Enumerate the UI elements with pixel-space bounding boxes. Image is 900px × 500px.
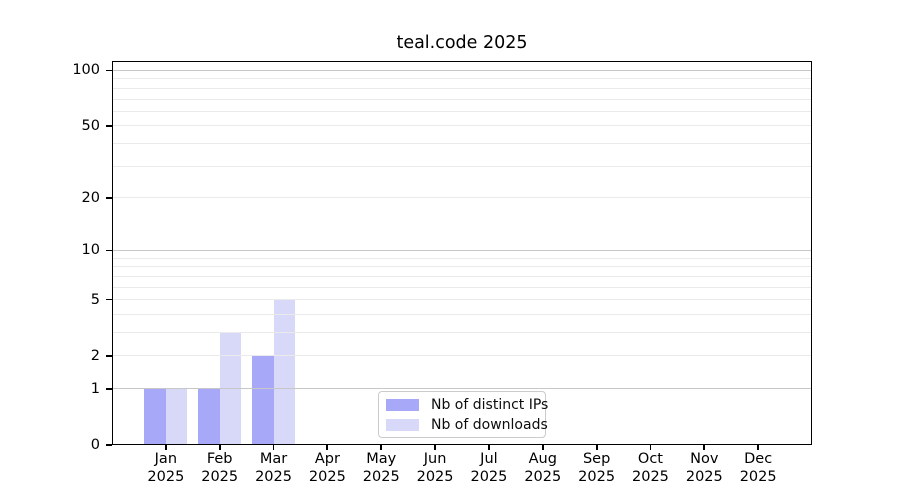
- x-axis-tick-mark: [757, 445, 760, 450]
- minor-gridline: [112, 275, 812, 277]
- minor-gridline: [112, 257, 812, 259]
- x-label-month: Nov: [690, 451, 719, 467]
- y-axis-tick-mark: [106, 354, 112, 357]
- y-axis-tick-mark: [106, 298, 112, 301]
- x-label-year: 2025: [685, 468, 723, 485]
- major-gridline: [112, 249, 812, 251]
- x-label-year: 2025: [255, 468, 292, 485]
- minor-gridline: [112, 197, 812, 199]
- y-axis-tick-label: 1: [90, 380, 100, 397]
- x-label-month: Jun: [423, 451, 447, 467]
- x-axis-tick-mark: [164, 445, 167, 450]
- x-axis-tick-label: Mar 2025: [234, 451, 314, 486]
- x-axis-tick-label: Feb 2025: [180, 451, 260, 486]
- y-axis-tick-mark: [106, 125, 112, 127]
- x-label-year: 2025: [470, 468, 508, 485]
- minor-gridline: [112, 143, 812, 145]
- legend-label-downloads: Nb of downloads: [431, 416, 548, 433]
- x-axis-tick-mark: [326, 445, 329, 450]
- minor-gridline: [112, 286, 812, 288]
- x-label-month: Apr: [314, 451, 340, 467]
- x-axis-tick-label: Dec 2025: [718, 451, 798, 486]
- minor-gridline: [112, 165, 812, 167]
- bar-distinct-ips-feb: [198, 388, 220, 445]
- x-label-year: 2025: [578, 468, 616, 485]
- minor-gridline: [112, 125, 812, 127]
- x-label-month: Aug: [528, 451, 557, 467]
- x-label-month: Jul: [480, 451, 498, 467]
- plot-area: [112, 61, 812, 445]
- legend-entry-distinct-ips: Nb of distinct IPs: [386, 396, 549, 413]
- bar-distinct-ips-jan: [144, 388, 166, 445]
- legend-entry-downloads: Nb of downloads: [386, 416, 548, 433]
- y-axis-tick-label: 2: [90, 347, 100, 364]
- x-axis-tick-mark: [272, 445, 275, 450]
- y-axis-tick-mark: [106, 387, 112, 390]
- minor-gridline: [112, 299, 812, 301]
- minor-gridline: [112, 355, 812, 357]
- legend-swatch-distinct-ips: [386, 398, 419, 411]
- y-axis-tick-mark: [106, 444, 112, 446]
- x-axis-tick-mark: [649, 445, 652, 450]
- x-label-month: Sep: [582, 451, 611, 467]
- major-gridline: [112, 388, 812, 390]
- x-axis-tick-mark: [703, 445, 706, 450]
- x-axis-tick-label: Jan 2025: [126, 451, 206, 486]
- minor-gridline: [112, 78, 812, 80]
- y-axis-tick-label: 5: [90, 291, 100, 308]
- chart-title: teal.code 2025: [396, 33, 528, 53]
- x-axis-tick-label: Sep 2025: [557, 451, 637, 486]
- x-label-year: 2025: [308, 468, 346, 485]
- bar-distinct-ips-mar: [252, 355, 274, 445]
- x-axis-tick-mark: [541, 445, 544, 450]
- legend-label-distinct-ips: Nb of distinct IPs: [431, 396, 549, 413]
- x-label-year: 2025: [524, 468, 562, 485]
- major-gridline: [112, 69, 812, 71]
- x-axis-tick-label: Oct 2025: [610, 451, 690, 486]
- y-axis-tick-mark: [106, 69, 112, 72]
- minor-gridline: [112, 332, 812, 333]
- x-label-month: Dec: [744, 451, 773, 467]
- minor-gridline: [112, 313, 812, 315]
- y-axis-tick-mark: [106, 249, 112, 252]
- x-label-month: May: [366, 451, 397, 467]
- y-axis-tick-label: 100: [72, 62, 100, 79]
- x-axis-tick-mark: [488, 445, 490, 450]
- x-axis-tick-label: Jul 2025: [449, 451, 529, 486]
- x-axis-tick-label: Jun 2025: [395, 451, 475, 486]
- x-axis-tick-label: May 2025: [341, 451, 421, 486]
- x-axis-tick-label: Nov 2025: [664, 451, 744, 486]
- x-label-year: 2025: [739, 468, 777, 485]
- x-axis-tick-label: Aug 2025: [503, 451, 583, 486]
- x-axis-tick-mark: [434, 445, 436, 450]
- minor-gridline: [112, 266, 812, 268]
- y-axis-tick-label: 10: [81, 242, 100, 259]
- bar-downloads-jan: [165, 388, 188, 445]
- x-axis-tick-mark: [595, 445, 598, 450]
- x-label-year: 2025: [416, 468, 454, 485]
- x-label-month: Jan: [154, 451, 178, 467]
- y-axis-tick-mark: [106, 197, 112, 199]
- x-label-year: 2025: [362, 468, 400, 485]
- minor-gridline: [112, 87, 812, 89]
- y-axis-tick-label: 50: [81, 117, 100, 134]
- x-label-year: 2025: [201, 468, 239, 485]
- legend-swatch-downloads: [386, 418, 419, 431]
- bar-downloads-mar: [273, 299, 296, 445]
- x-axis-tick-mark: [218, 445, 221, 450]
- minor-gridline: [112, 98, 812, 100]
- x-axis-tick-label: Apr 2025: [287, 451, 367, 486]
- x-label-month: Mar: [259, 451, 288, 467]
- minor-gridline: [112, 110, 812, 112]
- x-axis-tick-mark: [380, 445, 383, 450]
- y-axis-tick-label: 0: [90, 437, 100, 453]
- y-axis-tick-label: 20: [81, 189, 100, 206]
- x-label-month: Oct: [637, 451, 663, 467]
- legend: Nb of distinct IPs Nb of downloads: [378, 391, 549, 438]
- x-label-year: 2025: [632, 468, 669, 485]
- x-label-year: 2025: [147, 468, 185, 485]
- x-label-month: Feb: [206, 451, 233, 467]
